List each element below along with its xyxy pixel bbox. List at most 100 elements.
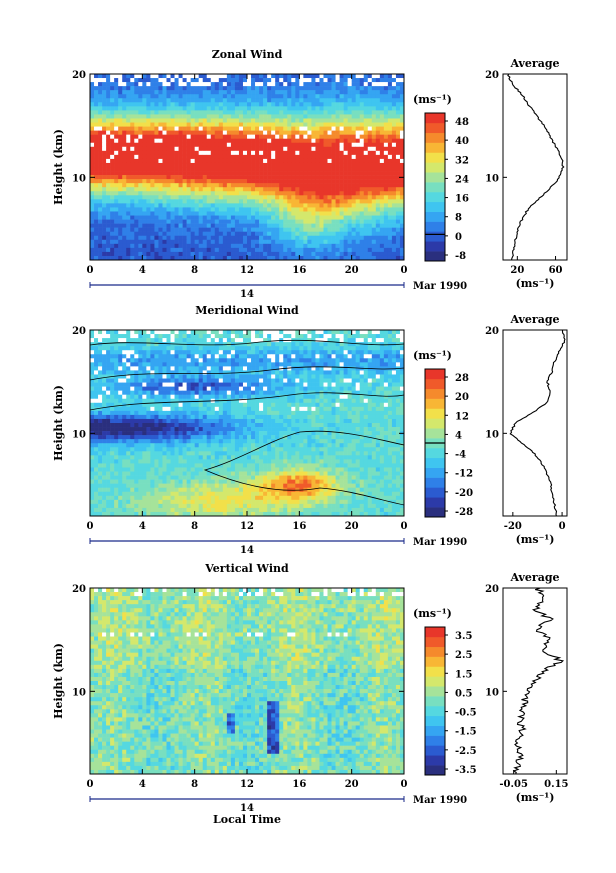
avg-x-tick-label: -0.05: [499, 779, 528, 790]
day-label: 14: [240, 803, 254, 814]
date-label: Mar 1990: [413, 281, 467, 292]
x-tick-label: 16: [292, 265, 306, 276]
colorbar-tick-label: -0.5: [455, 708, 477, 719]
colorbar-tick-label: 0.5: [455, 688, 472, 699]
colorbar-tick-label: 8: [455, 213, 462, 224]
panel-title: Meridional Wind: [195, 304, 299, 317]
avg-x-tick-label: -20: [504, 521, 522, 532]
day-label: 14: [240, 545, 254, 556]
x-tick-label: 4: [139, 779, 146, 790]
avg-y-tick-label: 20: [485, 326, 499, 337]
heatmap: [90, 330, 405, 517]
y-tick-label: 20: [72, 584, 86, 595]
colorbar: [424, 368, 448, 518]
colorbar-tick-label: -3.5: [455, 765, 477, 776]
y-tick-label: 20: [72, 326, 86, 337]
colorbar-tick-label: -4: [455, 450, 466, 461]
x-tick-label: 12: [240, 521, 254, 532]
avg-unit: (ms⁻¹): [516, 277, 555, 290]
colorbar-tick-label: 28: [455, 373, 469, 384]
profile-line: [512, 587, 565, 775]
colorbar-tick-label: 2.5: [455, 650, 472, 661]
heatmap: [90, 74, 405, 261]
profile-line: [509, 330, 566, 517]
x-axis-label: Local Time: [213, 813, 281, 826]
avg-x-tick-label: 0: [559, 521, 566, 532]
date-label: Mar 1990: [413, 795, 467, 806]
colorbar-unit: (ms⁻¹): [413, 607, 452, 620]
x-tick-label: 0: [87, 521, 94, 532]
colorbar-unit: (ms⁻¹): [413, 93, 452, 106]
colorbar-tick-label: 4: [455, 430, 462, 441]
colorbar-tick-label: 20: [455, 392, 469, 403]
average-title: Average: [509, 571, 559, 584]
colorbar: [424, 626, 448, 776]
avg-y-tick-label: 10: [485, 173, 499, 184]
avg-y-tick-label: 10: [485, 687, 499, 698]
x-tick-label: 20: [345, 265, 359, 276]
average-profile: [502, 73, 568, 261]
y-axis-label: Height (km): [52, 129, 65, 205]
x-tick-label: 8: [191, 521, 198, 532]
y-tick-label: 10: [72, 687, 86, 698]
average-title: Average: [509, 57, 559, 70]
date-label: Mar 1990: [413, 537, 467, 548]
average-frame: [502, 587, 568, 775]
panel-2: Vertical Wind 20 10 Height (km) 0 4 8 12 16 20 0 14…: [52, 562, 569, 814]
colorbar-tick-label: 0: [455, 232, 462, 243]
avg-y-tick-label: 10: [485, 429, 499, 440]
x-tick-label: 0: [401, 779, 408, 790]
colorbar-tick-label: 40: [455, 136, 469, 147]
day-label: 14: [240, 289, 254, 300]
colorbar-tick-label: 32: [455, 155, 469, 166]
average-frame: [502, 73, 568, 261]
avg-x-tick-label: 60: [549, 265, 563, 276]
average-frame: [502, 329, 568, 517]
colorbar-tick-label: 1.5: [455, 669, 472, 680]
avg-x-tick-label: 0.15: [544, 779, 568, 790]
y-tick-label: 10: [72, 429, 86, 440]
x-tick-label: 16: [292, 521, 306, 532]
x-tick-label: 20: [345, 521, 359, 532]
x-tick-label: 0: [87, 779, 94, 790]
colorbar-tick-label: 16: [455, 194, 469, 205]
x-tick-label: 12: [240, 779, 254, 790]
average-title: Average: [509, 313, 559, 326]
colorbar-tick-label: -28: [455, 507, 473, 518]
profile-line: [507, 73, 565, 261]
avg-unit: (ms⁻¹): [516, 791, 555, 804]
colorbar: [424, 112, 448, 262]
x-tick-label: 0: [87, 265, 94, 276]
colorbar-unit: (ms⁻¹): [413, 349, 452, 362]
x-tick-label: 20: [345, 779, 359, 790]
colorbar-tick-label: -2.5: [455, 746, 477, 757]
colorbar-tick-label: -12: [455, 469, 473, 480]
x-tick-label: 16: [292, 779, 306, 790]
y-axis-label: Height (km): [52, 643, 65, 719]
y-tick-label: 20: [72, 70, 86, 81]
average-profile: [502, 587, 568, 775]
avg-unit: (ms⁻¹): [516, 533, 555, 546]
colorbar-tick-label: -1.5: [455, 727, 477, 738]
avg-y-tick-label: 20: [485, 70, 499, 81]
colorbar-tick-label: 12: [455, 411, 469, 422]
panel-1: Meridional Wind 20 10 Height (km) 0 4 8 12 16 20 0…: [52, 304, 568, 556]
colorbar-tick-label: -8: [455, 251, 466, 262]
y-tick-label: 10: [72, 173, 86, 184]
avg-y-tick-label: 20: [485, 584, 499, 595]
colorbar-tick-label: -20: [455, 488, 473, 499]
y-axis-label: Height (km): [52, 385, 65, 461]
colorbar-tick-label: 48: [455, 117, 469, 128]
average-profile: [502, 329, 568, 517]
x-tick-label: 4: [139, 521, 146, 532]
avg-x-tick-label: 20: [510, 265, 524, 276]
x-tick-label: 0: [401, 521, 408, 532]
x-tick-label: 8: [191, 779, 198, 790]
heatmap: [90, 588, 405, 775]
panel-title: Vertical Wind: [204, 562, 289, 575]
x-tick-label: 12: [240, 265, 254, 276]
colorbar-tick-label: 3.5: [455, 631, 472, 642]
x-tick-label: 8: [191, 265, 198, 276]
